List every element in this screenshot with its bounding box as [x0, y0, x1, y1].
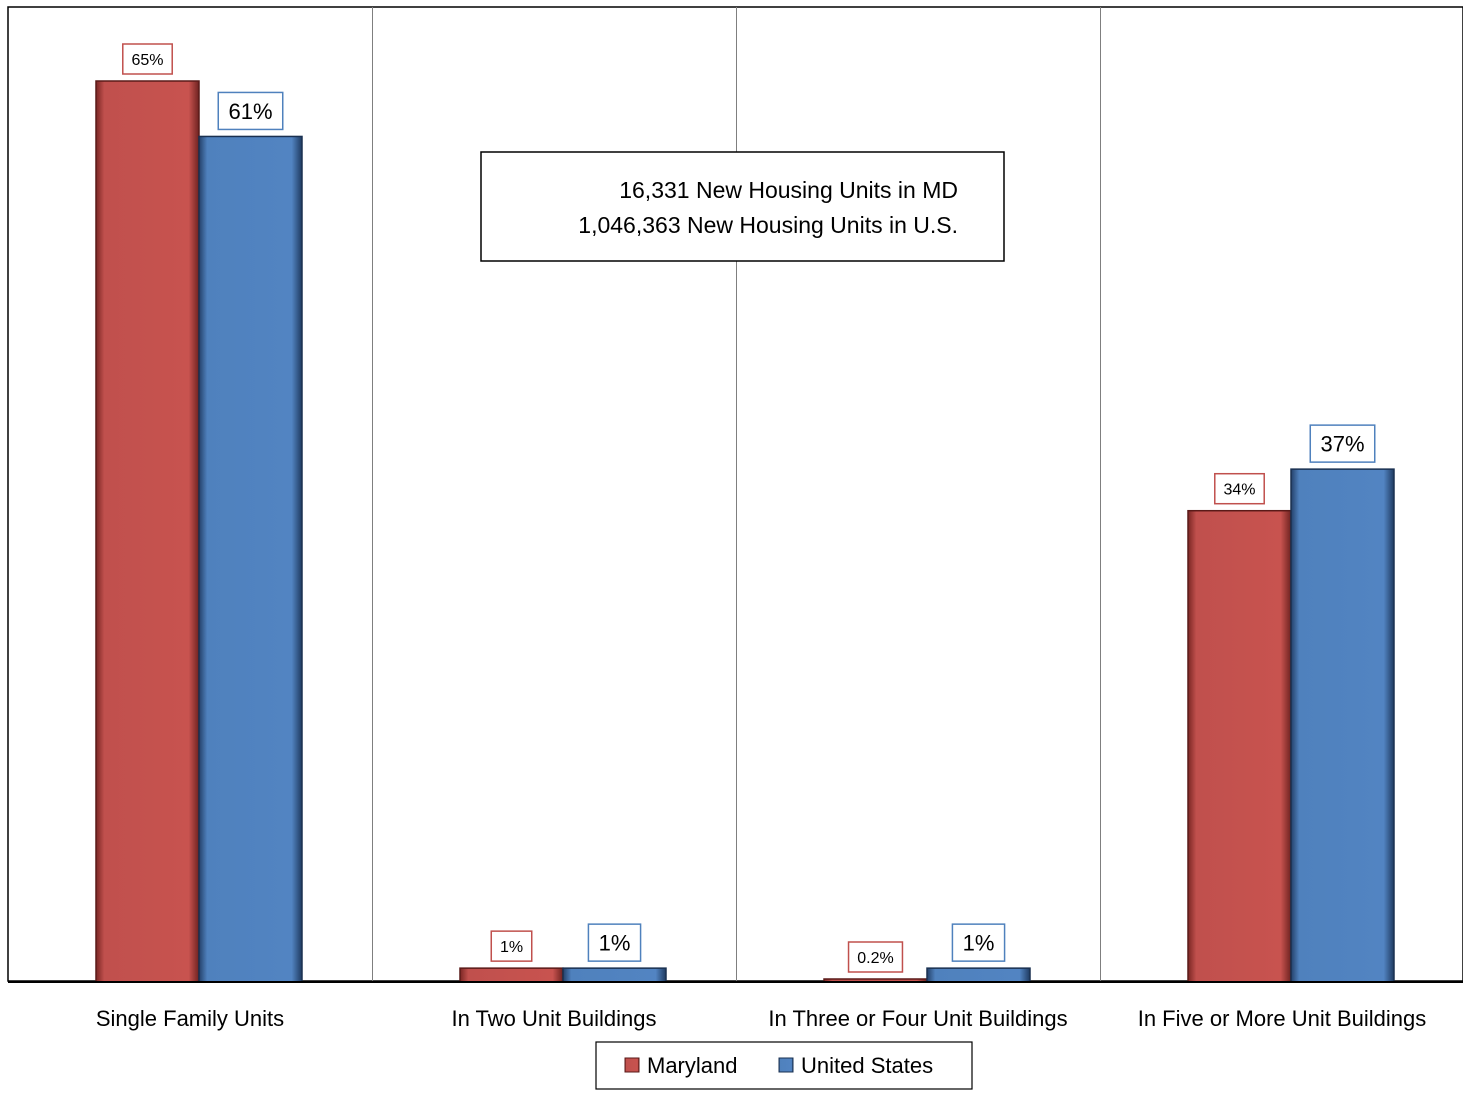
data-labels-group: 65% 61% 1% 1% 0.2% 1% 34% 37% [122, 43, 1376, 973]
data-label-maryland-in-five-or-more-unit-buildings: 34% [1214, 472, 1265, 505]
legend-swatch-maryland [624, 1057, 640, 1073]
legend: Maryland United States [595, 1041, 973, 1090]
data-label-text: 1% [500, 939, 523, 956]
bars-group [95, 80, 1395, 983]
annotation-box: 16,331 New Housing Units in MD 1,046,363… [480, 151, 1005, 262]
legend-label-maryland: Maryland [647, 1053, 737, 1078]
data-label-united-states-in-five-or-more-unit-buildings: 37% [1309, 424, 1376, 463]
data-label-box [217, 91, 284, 131]
data-label-box [122, 43, 173, 75]
data-label-box [1309, 424, 1376, 463]
data-label-box [1214, 472, 1265, 505]
x-tick-labels-group: Single Family Units In Two Unit Buildings… [96, 1006, 1426, 1031]
data-label-united-states-single-family-units: 61% [217, 91, 284, 131]
data-label-text: 34% [1223, 481, 1255, 498]
data-label-maryland-single-family-units: 65% [122, 43, 173, 75]
data-label-maryland-in-three-or-four-unit-buildings: 0.2% [847, 941, 904, 973]
data-label-box [951, 923, 1006, 962]
data-label-united-states-in-two-unit-buildings: 1% [587, 923, 642, 962]
data-label-text: 65% [131, 52, 163, 69]
data-label-text: 0.2% [857, 950, 893, 967]
legend-swatch-united-states [778, 1057, 794, 1073]
bar-maryland-single-family-units [95, 80, 200, 983]
x-tick-label-in-three-or-four-unit-buildings: In Three or Four Unit Buildings [768, 1006, 1067, 1031]
data-label-text: 37% [1320, 432, 1364, 457]
data-label-box [587, 923, 642, 962]
data-label-box [490, 930, 533, 962]
bar-united-states-in-two-unit-buildings [562, 967, 667, 983]
x-tick-label-in-five-or-more-unit-buildings: In Five or More Unit Buildings [1138, 1006, 1427, 1031]
x-tick-label-in-two-unit-buildings: In Two Unit Buildings [451, 1006, 656, 1031]
bar-maryland-in-five-or-more-unit-buildings [1187, 509, 1292, 983]
annotation-line-2: 1,046,363 New Housing Units in U.S. [578, 212, 958, 238]
bar-maryland-in-two-unit-buildings [459, 967, 564, 983]
data-label-text: 1% [599, 931, 631, 956]
bar-united-states-in-five-or-more-unit-buildings [1290, 468, 1395, 983]
data-label-box [847, 941, 904, 973]
data-label-text: 1% [963, 931, 995, 956]
bar-united-states-single-family-units [198, 135, 303, 983]
data-label-united-states-in-three-or-four-unit-buildings: 1% [951, 923, 1006, 962]
annotation-line-1: 16,331 New Housing Units in MD [619, 177, 958, 203]
x-tick-label-single-family-units: Single Family Units [96, 1006, 284, 1031]
data-label-text: 61% [228, 99, 272, 124]
legend-label-united-states: United States [801, 1053, 933, 1078]
bar-united-states-in-three-or-four-unit-buildings [926, 967, 1031, 983]
data-label-maryland-in-two-unit-buildings: 1% [490, 930, 533, 962]
